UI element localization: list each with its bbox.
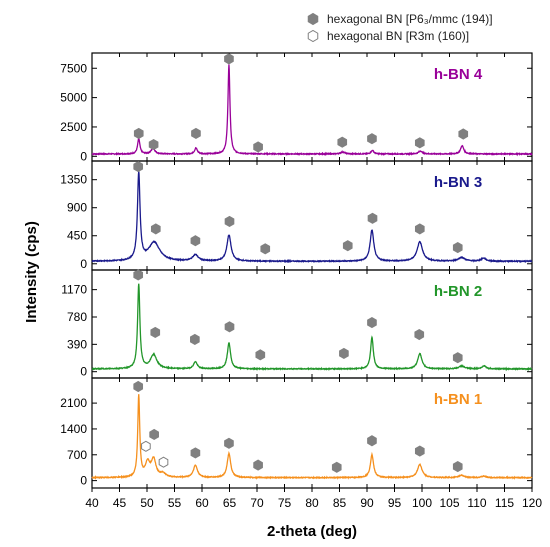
y-tick-label: 0 <box>80 257 87 271</box>
y-tick-label: 0 <box>80 474 87 488</box>
peak-marker-p63mmc <box>224 53 234 65</box>
peak-marker-p63mmc <box>342 240 353 252</box>
peak-marker-p63mmc <box>190 333 200 346</box>
panel-4: 0 700 1400 2100 h-BN 1 <box>60 377 533 489</box>
peak-marker-p63mmc <box>367 435 377 447</box>
peak-marker-p63mmc <box>224 215 235 227</box>
y-tick-label: 0 <box>80 365 87 379</box>
panel-label: h-BN 2 <box>434 283 482 300</box>
x-tick-label: 75 <box>278 496 292 510</box>
peak-marker-p63mmc <box>133 269 144 281</box>
peak-marker-p63mmc <box>150 326 161 338</box>
peak-marker-p63mmc <box>190 235 201 247</box>
peak-marker-p63mmc <box>414 223 425 235</box>
peak-marker-p63mmc <box>367 317 377 329</box>
peak-marker-p63mmc <box>331 461 342 473</box>
x-tick-label: 80 <box>305 496 319 510</box>
peak-marker-p63mmc <box>452 242 463 254</box>
y-axis-title: Intensity (cps) <box>23 221 40 323</box>
series-line <box>91 171 533 264</box>
legend: hexagonal BN [P6₃/mmc (194)] hexagonal B… <box>307 12 493 43</box>
panel-2: 0 450 900 1350 h-BN 3 <box>60 160 533 271</box>
x-axis-title: 2-theta (deg) <box>267 523 357 540</box>
peak-marker-p63mmc <box>148 138 159 151</box>
peak-marker-p63mmc <box>253 459 263 471</box>
panel-1: 0 2500 5000 7500 h-BN 4 <box>60 52 533 163</box>
panel-3: 0 390 780 1170 h-BN 2 <box>61 269 533 379</box>
legend-label-r3m: hexagonal BN [R3m (160)] <box>327 29 469 43</box>
peak-marker-p63mmc <box>367 133 377 145</box>
peak-marker-r3m <box>158 456 169 468</box>
x-tick-label: 45 <box>113 496 127 510</box>
x-tick-label: 105 <box>439 496 459 510</box>
peak-marker-p63mmc <box>150 223 161 235</box>
legend-filled-hexagon-icon <box>307 12 319 26</box>
peak-marker-p63mmc <box>452 352 463 364</box>
y-tick-label: 1170 <box>61 283 87 297</box>
peak-marker-p63mmc <box>339 347 349 360</box>
x-tick-label: 40 <box>85 496 99 510</box>
y-tick-label: 900 <box>67 201 87 215</box>
series-line <box>91 64 533 157</box>
peak-marker-p63mmc <box>224 437 234 449</box>
panel-label: h-BN 4 <box>434 66 483 83</box>
peak-marker-p63mmc <box>337 136 348 148</box>
legend-label-p63mmc: hexagonal BN [P6₃/mmc (194)] <box>327 12 493 26</box>
peak-marker-p63mmc <box>367 212 378 224</box>
peak-marker-p63mmc <box>133 380 144 393</box>
y-tick-label: 780 <box>67 310 87 324</box>
y-tick-label: 1350 <box>60 173 87 187</box>
peak-marker-p63mmc <box>149 428 159 441</box>
peak-marker-p63mmc <box>414 137 425 149</box>
peak-marker-p63mmc <box>414 328 425 341</box>
peak-marker-p63mmc <box>133 161 144 173</box>
legend-open-hexagon-icon <box>307 29 319 43</box>
y-tick-label: 700 <box>67 448 87 462</box>
peak-marker-p63mmc <box>452 461 463 473</box>
peak-marker-p63mmc <box>190 447 201 459</box>
peak-marker-p63mmc <box>458 128 469 140</box>
panel-label: h-BN 1 <box>434 391 482 408</box>
x-tick-label: 90 <box>360 496 374 510</box>
x-tick-label: 110 <box>467 496 486 510</box>
peak-marker-p63mmc <box>224 321 235 333</box>
x-tick-label: 85 <box>333 496 347 510</box>
x-tick-label: 115 <box>495 496 514 510</box>
peak-marker-p63mmc <box>253 141 263 153</box>
x-tick-label: 95 <box>388 496 402 510</box>
series-line <box>91 283 533 372</box>
y-tick-label: 390 <box>67 337 87 351</box>
panel-label: h-BN 3 <box>434 174 482 191</box>
y-tick-label: 1400 <box>60 422 87 436</box>
y-tick-label: 7500 <box>60 61 87 75</box>
x-tick-label: 50 <box>140 496 154 510</box>
series-line <box>91 394 533 480</box>
x-tick-label: 55 <box>168 496 182 510</box>
peak-marker-p63mmc <box>260 243 271 255</box>
peak-marker-p63mmc <box>191 127 201 139</box>
y-tick-label: 0 <box>80 149 87 163</box>
peak-marker-r3m <box>141 440 151 452</box>
peak-marker-p63mmc <box>414 445 425 457</box>
x-tick-label: 70 <box>250 496 264 510</box>
y-tick-label: 2100 <box>60 396 87 410</box>
plot-panels: 0 2500 5000 7500 h-BN 4 0 450 900 1350 h-BN 3 0 390… <box>60 52 533 489</box>
x-tick-label: 120 <box>522 496 542 510</box>
x-tick-label: 65 <box>223 496 237 510</box>
x-tick-label: 60 <box>195 496 209 510</box>
x-tick-label: 100 <box>412 496 432 510</box>
y-tick-label: 2500 <box>60 120 87 134</box>
x-axis: 40 45 50 55 60 65 70 75 80 85 90 95 100 105 110 115 120 <box>85 488 542 510</box>
peak-marker-p63mmc <box>255 349 266 361</box>
peak-marker-p63mmc <box>133 127 144 139</box>
y-tick-label: 450 <box>67 229 87 243</box>
y-tick-label: 5000 <box>60 91 87 105</box>
